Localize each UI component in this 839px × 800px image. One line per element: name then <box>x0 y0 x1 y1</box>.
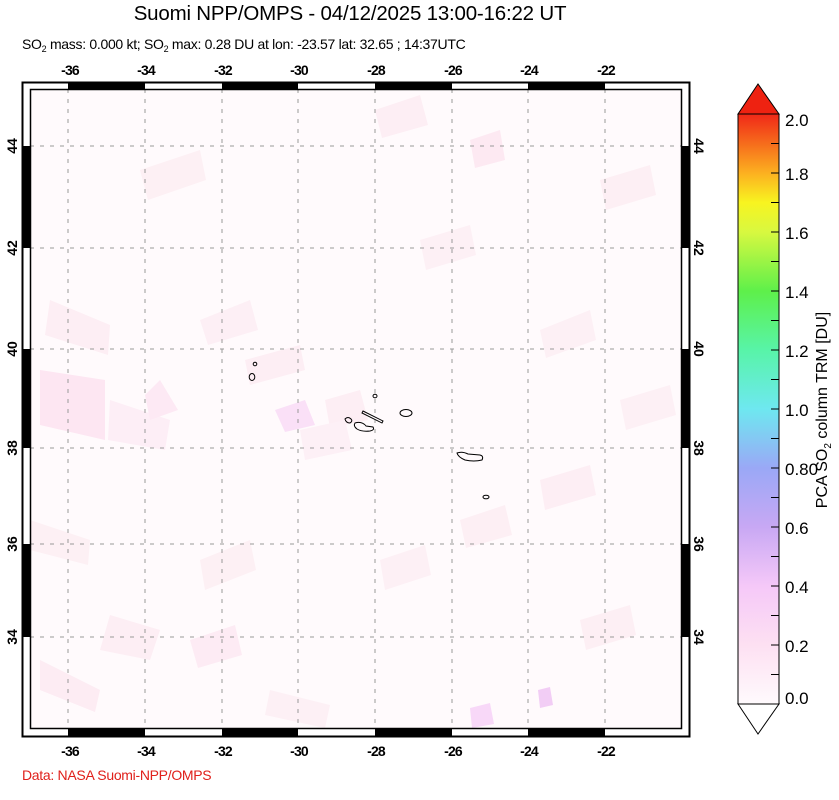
colorbar-title-suffix: column TRM [DU] <box>813 311 831 444</box>
lon-tick: -24 <box>520 62 539 78</box>
left-axis-bar <box>23 146 30 637</box>
lon-tick: -26 <box>444 743 463 759</box>
lon-tick: -28 <box>367 62 386 78</box>
lon-tick: -34 <box>137 62 156 78</box>
colorbar-ticks <box>771 143 779 675</box>
so2-label: SO <box>22 36 42 52</box>
so2-summary: SO2 mass: 0.000 kt; SO2 max: 0.28 DU at … <box>22 36 466 54</box>
data-credit: Data: NASA Suomi-NPP/OMPS <box>22 767 212 783</box>
lon-tick: -36 <box>61 743 80 759</box>
lon-tick: -36 <box>61 62 80 78</box>
bottom-axis-bar <box>68 729 605 736</box>
subscript: 2 <box>41 44 47 54</box>
colorbar-under-triangle <box>737 703 780 735</box>
top-axis-bar <box>68 83 605 89</box>
colorbar-tick: 0.80 <box>785 460 819 479</box>
lon-tick: -22 <box>597 62 616 78</box>
colorbar-over-triangle <box>737 83 780 115</box>
map-title: Suomi NPP/OMPS - 04/12/2025 13:00-16:22 … <box>133 2 567 25</box>
lon-tick: -32 <box>214 62 233 78</box>
colorbar-tick: 2.0 <box>785 111 809 130</box>
colorbar-tick: 1.0 <box>785 401 809 420</box>
colorbar-tick: 0.6 <box>785 519 809 538</box>
right-axis-bar <box>682 146 689 637</box>
island-contours <box>248 361 490 500</box>
colorbar-tick: 1.6 <box>785 224 809 243</box>
lon-tick: -22 <box>597 743 616 759</box>
lon-tick: -32 <box>214 743 233 759</box>
mass-text: mass: 0.000 kt; SO <box>46 36 164 52</box>
lon-tick: -24 <box>520 743 539 759</box>
subscript: 2 <box>163 44 169 54</box>
lon-tick: -28 <box>367 743 386 759</box>
lon-tick: -30 <box>290 62 309 78</box>
colorbar-tick: 0.4 <box>785 578 809 597</box>
gridlines <box>30 89 682 729</box>
colorbar-tick: 0.0 <box>785 689 809 708</box>
colorbar-title: PCA SO2 column TRM [DU] <box>814 312 834 508</box>
colorbar-tick: 1.2 <box>785 342 809 361</box>
subscript: 2 <box>823 443 835 449</box>
colorbar-tick: 1.8 <box>785 165 809 184</box>
max-text: max: 0.28 DU at lon: -23.57 lat: 32.65 ;… <box>168 36 466 52</box>
colorbar-tick: 0.2 <box>785 637 809 656</box>
colorbar-tick: 1.4 <box>785 283 809 302</box>
colorbar-title-prefix: PCA SO <box>813 448 831 509</box>
lon-tick: -26 <box>444 62 463 78</box>
lon-tick: -34 <box>137 743 156 759</box>
lon-tick: -30 <box>290 743 309 759</box>
